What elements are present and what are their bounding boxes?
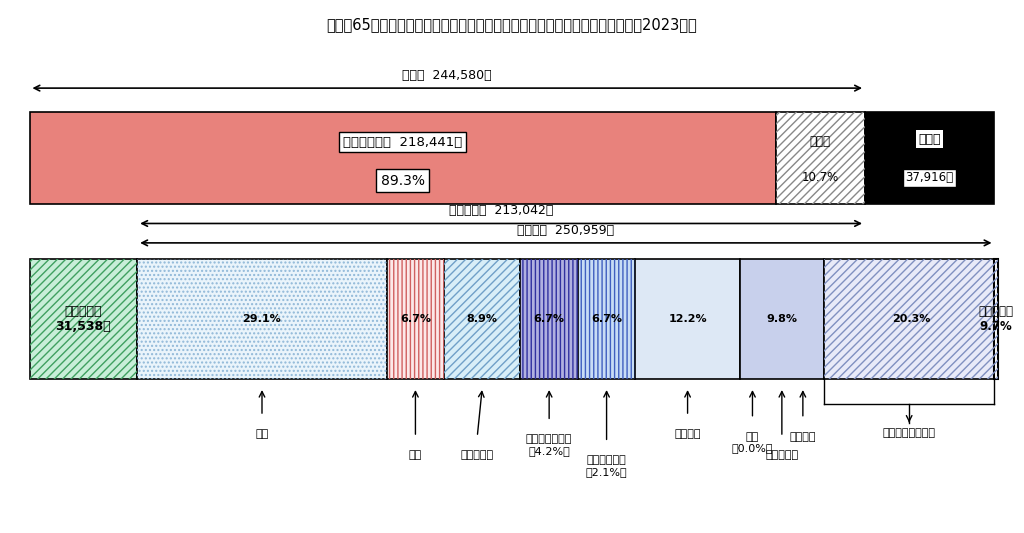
- Text: 家具・家事用品
（4.2%）: 家具・家事用品 （4.2%）: [526, 434, 572, 456]
- Bar: [775, 112, 865, 204]
- Bar: [137, 259, 387, 379]
- Text: 10.7%: 10.7%: [802, 171, 839, 184]
- Text: 37,916円: 37,916円: [905, 171, 953, 184]
- Bar: [520, 259, 578, 379]
- Text: 6.7%: 6.7%: [591, 314, 622, 324]
- Bar: [387, 259, 444, 379]
- Text: 社会保障給付  218,441円: 社会保障給付 218,441円: [343, 135, 462, 149]
- Text: 20.3%: 20.3%: [892, 314, 930, 324]
- Text: 6.7%: 6.7%: [400, 314, 431, 324]
- Bar: [635, 259, 740, 379]
- Bar: [635, 259, 740, 379]
- Text: 交通・通信: 交通・通信: [765, 450, 799, 460]
- Bar: [444, 259, 520, 379]
- Text: 8.9%: 8.9%: [467, 314, 498, 324]
- Bar: [30, 259, 137, 379]
- Bar: [775, 112, 865, 204]
- Text: 住居: 住居: [409, 450, 422, 460]
- Bar: [578, 259, 635, 379]
- Text: 実収入  244,580円: 実収入 244,580円: [402, 69, 493, 82]
- Text: 12.2%: 12.2%: [669, 314, 707, 324]
- Bar: [740, 259, 824, 379]
- Text: 不足分: 不足分: [919, 133, 941, 146]
- Text: うち交際費
9.7%: うち交際費 9.7%: [979, 305, 1014, 333]
- Text: 被服及び履物
（2.1%）: 被服及び履物 （2.1%）: [586, 455, 628, 477]
- Bar: [444, 259, 520, 379]
- Text: 教育
（0.0%）: 教育 （0.0%）: [732, 432, 773, 454]
- Text: 89.3%: 89.3%: [381, 174, 425, 188]
- Bar: [824, 259, 997, 379]
- Text: その他: その他: [810, 135, 830, 148]
- Bar: [137, 259, 387, 379]
- Bar: [30, 112, 775, 204]
- Text: 教養娯楽: 教養娯楽: [790, 432, 816, 442]
- Bar: [865, 112, 994, 204]
- Text: 食料: 食料: [255, 429, 268, 439]
- Bar: [994, 259, 997, 379]
- Text: 非消費支出
31,538円: 非消費支出 31,538円: [55, 305, 112, 333]
- Text: その他の消費支出: その他の消費支出: [883, 428, 936, 438]
- Bar: [824, 259, 997, 379]
- Text: 29.1%: 29.1%: [243, 314, 282, 324]
- Text: 6.7%: 6.7%: [534, 314, 564, 324]
- Text: 9.8%: 9.8%: [766, 314, 798, 324]
- Bar: [387, 259, 444, 379]
- Text: 光熱・水道: 光熱・水道: [461, 450, 494, 460]
- Bar: [578, 259, 635, 379]
- Bar: [740, 259, 824, 379]
- Text: 消費支出  250,959円: 消費支出 250,959円: [517, 224, 614, 237]
- Text: 可処分所得  213,042円: 可処分所得 213,042円: [449, 204, 553, 217]
- Text: 図１　65歳以上の夫婦のみの無職世帯（夫婦高齢者無職世帯）の家計収支　－2023年－: 図１ 65歳以上の夫婦のみの無職世帯（夫婦高齢者無職世帯）の家計収支 －2023…: [327, 17, 697, 33]
- Bar: [520, 259, 578, 379]
- Text: 保健医療: 保健医療: [675, 429, 700, 439]
- Bar: [30, 259, 137, 379]
